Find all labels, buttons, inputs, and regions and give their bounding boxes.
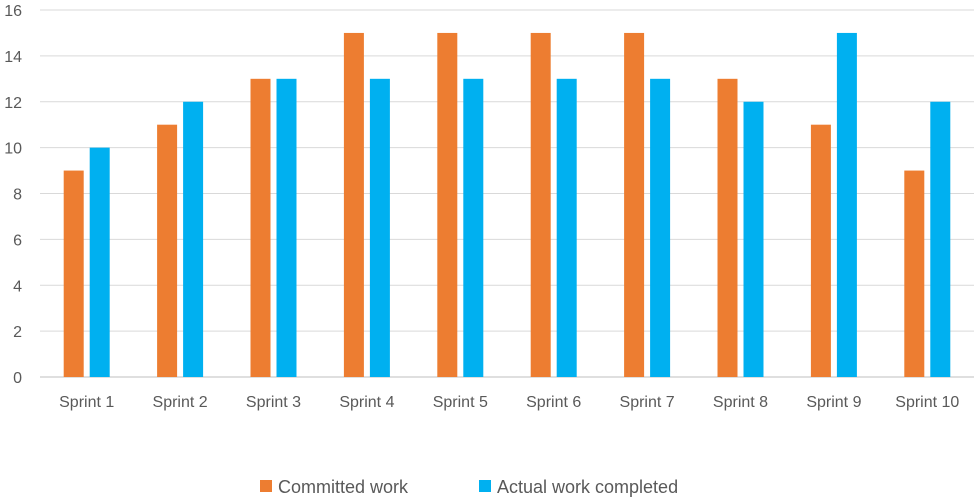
x-tick-label: Sprint 5: [433, 394, 488, 411]
bar-committed-3: [250, 78, 271, 377]
y-tick-label: 2: [13, 324, 22, 341]
legend-label: Committed work: [278, 477, 409, 497]
bar-committed-2: [157, 124, 178, 377]
bar-actual-8: [743, 101, 764, 377]
bar-actual-6: [556, 78, 577, 377]
bar-actual-9: [836, 32, 857, 377]
x-tick-label: Sprint 8: [713, 394, 768, 411]
bar-committed-4: [343, 32, 364, 377]
bar-committed-8: [717, 78, 738, 377]
y-tick-label: 8: [13, 187, 22, 204]
bar-committed-10: [904, 170, 925, 377]
bar-committed-9: [810, 124, 831, 377]
bar-actual-5: [463, 78, 484, 377]
x-tick-label: Sprint 6: [526, 394, 581, 411]
legend-swatch: [260, 480, 272, 492]
x-tick-label: Sprint 3: [246, 394, 301, 411]
bar-committed-1: [63, 170, 84, 377]
y-tick-label: 4: [13, 278, 22, 295]
bar-actual-7: [650, 78, 671, 377]
x-tick-label: Sprint 7: [620, 394, 675, 411]
x-tick-label: Sprint 2: [153, 394, 208, 411]
x-tick-label: Sprint 1: [59, 394, 114, 411]
legend-label: Actual work completed: [497, 477, 678, 497]
bar-committed-7: [624, 32, 645, 377]
x-tick-label: Sprint 9: [806, 394, 861, 411]
y-tick-label: 0: [13, 370, 22, 387]
bar-committed-6: [530, 32, 551, 377]
legend: Committed work Actual work completed: [260, 477, 678, 497]
y-axis-ticks: 0 2 4 6 8 10 12 14 16: [4, 3, 22, 387]
bars: [63, 32, 951, 377]
bar-actual-4: [369, 78, 390, 377]
x-tick-label: Sprint 10: [895, 394, 959, 411]
x-tick-label: Sprint 4: [339, 394, 394, 411]
y-tick-label: 16: [4, 3, 22, 20]
bar-actual-10: [930, 101, 951, 377]
y-tick-label: 6: [13, 232, 22, 249]
x-axis-ticks: Sprint 1 Sprint 2 Sprint 3 Sprint 4 Sprint 5…: [59, 394, 959, 411]
y-tick-label: 12: [4, 95, 22, 112]
bar-actual-3: [276, 78, 297, 377]
gridlines: [40, 9, 974, 378]
bar-actual-1: [89, 147, 110, 377]
y-tick-label: 10: [4, 141, 22, 158]
bar-actual-2: [183, 101, 204, 377]
y-tick-label: 14: [4, 49, 22, 66]
legend-swatch: [479, 480, 491, 492]
bar-committed-5: [437, 32, 458, 377]
